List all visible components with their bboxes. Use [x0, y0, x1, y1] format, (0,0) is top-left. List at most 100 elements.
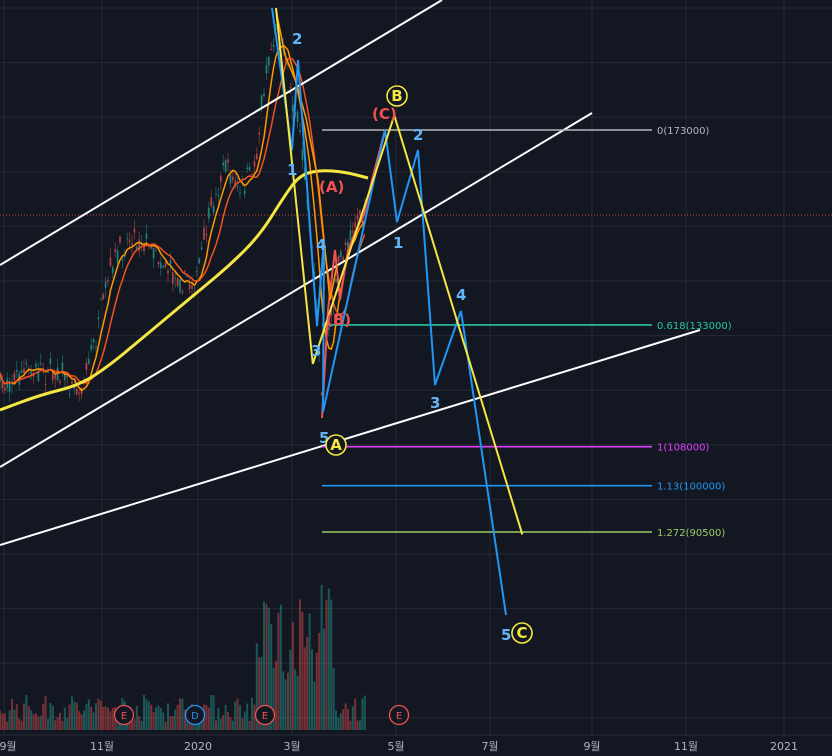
candle-body	[275, 28, 277, 30]
volume-bar	[32, 714, 35, 730]
candle-body	[95, 346, 97, 348]
event-marker-label: E	[396, 711, 402, 722]
wave-circle-marker	[386, 85, 408, 107]
volume-bar	[87, 699, 90, 730]
volume-bar	[347, 709, 349, 730]
candle-body	[200, 247, 203, 250]
volume-bar	[133, 719, 136, 730]
fibonacci-levels: 0(173000) 0.618(133000) 1(108000) 1.13(1000…	[322, 126, 732, 539]
candle-body	[78, 392, 81, 394]
volume-bar	[51, 705, 54, 730]
volume-bar	[8, 710, 11, 730]
volume-bar	[284, 679, 287, 730]
candle-body	[265, 64, 268, 74]
volume-bar	[6, 721, 9, 730]
wave-labels: 1 2 3 4 5 1 2 3 4 5 (A) (B) (C) A B C	[287, 30, 533, 644]
x-tick-label: 9월	[583, 740, 600, 753]
candle-body	[258, 132, 261, 135]
candle-body	[99, 298, 102, 300]
volume-bar	[330, 599, 333, 730]
candle-body	[253, 160, 256, 167]
volume-bar	[320, 584, 323, 730]
volume-bar	[83, 710, 85, 730]
volume-bar	[99, 700, 102, 730]
volume-bar	[171, 715, 174, 730]
volume-bar	[337, 717, 340, 730]
volume-bar	[13, 709, 16, 730]
candle-body	[301, 149, 304, 161]
candle-body	[162, 265, 165, 268]
volume-bar	[344, 703, 347, 730]
candle-body	[39, 363, 42, 365]
volume-bar	[210, 695, 213, 730]
volume-bar	[138, 716, 141, 730]
volume-bar	[258, 657, 261, 730]
volume-bar	[0, 710, 1, 730]
corrective-abc-label: B	[391, 87, 402, 105]
candle-body	[248, 167, 251, 171]
candle-body	[320, 392, 323, 395]
volume-bar	[239, 704, 241, 730]
volume-bar	[356, 720, 359, 730]
volume-bar	[231, 720, 234, 730]
x-tick-label: 5월	[387, 740, 404, 753]
candle-body	[246, 167, 249, 170]
volume-bar	[349, 720, 352, 730]
impulse-count-label: 3	[311, 342, 321, 360]
candle-body	[66, 374, 69, 378]
candle-body	[270, 48, 273, 51]
candle-body	[102, 294, 105, 300]
x-tick-label: 2020	[184, 740, 212, 753]
candle-body	[131, 243, 133, 245]
candle-body	[68, 393, 71, 395]
volume-bar	[215, 720, 217, 730]
wave-circle-marker	[325, 434, 347, 456]
candle-body	[195, 270, 198, 272]
candle-body	[227, 159, 229, 163]
volume-bar	[75, 702, 78, 730]
volume-bar	[296, 675, 299, 730]
candle-body	[97, 317, 100, 320]
volume-bar	[270, 623, 273, 730]
candle-body	[289, 87, 292, 89]
volume-bar	[277, 612, 280, 730]
candle-body	[167, 270, 169, 274]
volume-bar	[116, 721, 119, 730]
candle-body	[27, 368, 30, 370]
candle-body	[361, 218, 364, 224]
volume-bar	[1, 713, 4, 730]
candle-body	[63, 373, 66, 381]
volume-bar	[176, 704, 179, 730]
volume-bar	[147, 701, 150, 730]
volume-bar	[135, 705, 138, 730]
volume-bar	[92, 712, 95, 730]
volume-bar	[68, 704, 71, 730]
event-marker	[113, 704, 135, 726]
volume-bar	[260, 656, 263, 730]
volume-bar	[282, 671, 285, 730]
candle-body	[272, 44, 275, 47]
candle-body	[145, 233, 148, 239]
candle-body	[347, 241, 349, 248]
volume-bar	[311, 649, 313, 730]
volume-bar	[200, 721, 203, 730]
candle-body	[44, 384, 47, 386]
volume-bar	[152, 711, 155, 730]
candle-body	[335, 278, 337, 282]
candle-body	[284, 58, 287, 62]
volume-bar	[150, 704, 153, 730]
wave-paths	[271, 7, 524, 616]
impulse-count-label: 4	[456, 286, 466, 304]
candle-body	[51, 371, 54, 381]
volume-bar	[27, 706, 30, 730]
candle-body	[179, 279, 181, 292]
sub-abc-label: (A)	[319, 178, 344, 196]
candle-body	[8, 382, 11, 393]
candle-body	[143, 245, 145, 252]
volume-bar	[339, 713, 342, 730]
event-marker	[388, 704, 410, 726]
candle-body	[203, 227, 205, 240]
candle-body	[344, 242, 347, 246]
candle-body	[140, 243, 143, 246]
